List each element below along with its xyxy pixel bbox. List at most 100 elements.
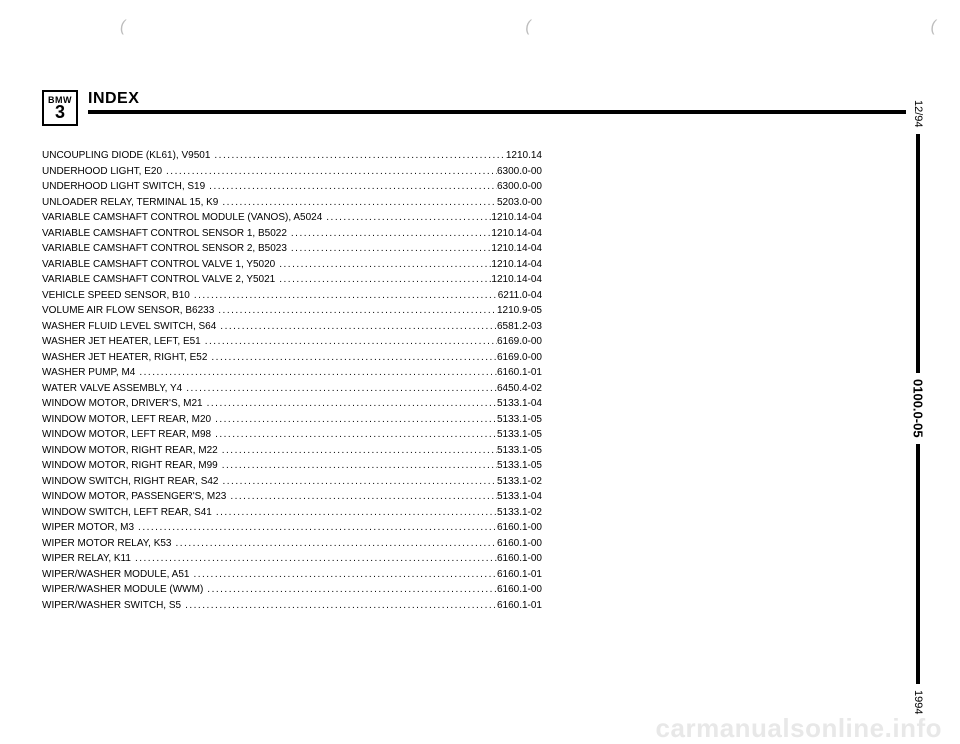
header-rule (88, 110, 906, 114)
index-entry-dots (322, 210, 491, 226)
index-entry-label: WATER VALVE ASSEMBLY, Y4 (42, 381, 182, 397)
index-entry: WIPER MOTOR RELAY, K53 6160.1-00 (42, 536, 542, 552)
index-entry: VARIABLE CAMSHAFT CONTROL VALVE 2, Y5021… (42, 272, 542, 288)
index-entry-page: 1210.14-04 (491, 257, 542, 273)
index-entry-dots (214, 303, 497, 319)
index-entry-label: VARIABLE CAMSHAFT CONTROL MODULE (VANOS)… (42, 210, 322, 226)
index-entry-dots (210, 148, 505, 164)
index-entry-dots (203, 396, 497, 412)
side-date: 12/94 (912, 100, 924, 128)
badge-series: 3 (55, 103, 65, 121)
index-entry: VOLUME AIR FLOW SENSOR, B6233 1210.9-05 (42, 303, 542, 319)
index-entry-dots (171, 536, 496, 552)
index-entry-page: 1210.9-05 (497, 303, 542, 319)
index-entry-label: VARIABLE CAMSHAFT CONTROL VALVE 2, Y5021 (42, 272, 275, 288)
index-entry-page: 5133.1-02 (497, 505, 542, 521)
index-entry-page: 1210.14-04 (491, 210, 542, 226)
index-entry-page: 5203.0-00 (497, 195, 542, 211)
index-entry-label: UNDERHOOD LIGHT, E20 (42, 164, 162, 180)
index-entry-label: UNLOADER RELAY, TERMINAL 15, K9 (42, 195, 218, 211)
index-entry-label: VEHICLE SPEED SENSOR, B10 (42, 288, 190, 304)
index-entry: WINDOW MOTOR, PASSENGER'S, M23 5133.1-04 (42, 489, 542, 505)
index-entry-label: VARIABLE CAMSHAFT CONTROL VALVE 1, Y5020 (42, 257, 275, 273)
index-entry-dots (287, 226, 492, 242)
index-entry-label: WIPER/WASHER MODULE, A51 (42, 567, 189, 583)
index-entry-page: 6169.0-00 (497, 350, 542, 366)
index-entry-page: 6169.0-00 (497, 334, 542, 350)
index-entry-label: WIPER MOTOR RELAY, K53 (42, 536, 171, 552)
index-entry-dots (181, 598, 497, 614)
index-entry-dots (275, 257, 491, 273)
header-row: BMW 3 INDEX (42, 90, 920, 126)
index-entry-label: VARIABLE CAMSHAFT CONTROL SENSOR 2, B502… (42, 241, 287, 257)
index-entry-dots (207, 350, 497, 366)
index-entry-dots (134, 520, 497, 536)
index-entry-dots (189, 567, 497, 583)
index-entry: WASHER JET HEATER, LEFT, E51 6169.0-00 (42, 334, 542, 350)
index-entry: WIPER MOTOR, M3 6160.1-00 (42, 520, 542, 536)
index-entry-page: 6160.1-00 (497, 536, 542, 552)
side-section: 0100.0-05 (911, 379, 926, 438)
index-entry-label: WINDOW SWITCH, RIGHT REAR, S42 (42, 474, 219, 490)
index-entry-page: 1210.14-04 (491, 226, 542, 242)
index-entry-label: WIPER MOTOR, M3 (42, 520, 134, 536)
index-entry: WIPER/WASHER MODULE, A51 6160.1-01 (42, 567, 542, 583)
side-year: 1994 (912, 690, 924, 714)
index-entry-page: 5133.1-05 (497, 427, 542, 443)
index-entry-label: UNDERHOOD LIGHT SWITCH, S19 (42, 179, 205, 195)
index-entry-dots (190, 288, 498, 304)
watermark: carmanualsonline.info (0, 713, 960, 744)
index-entry-label: WASHER JET HEATER, RIGHT, E52 (42, 350, 207, 366)
index-entry-label: WASHER JET HEATER, LEFT, E51 (42, 334, 201, 350)
index-entry-dots (211, 412, 497, 428)
index-entry: WIPER/WASHER SWITCH, S56160.1-01 (42, 598, 542, 614)
index-entry-dots (275, 272, 491, 288)
index-entry-label: VOLUME AIR FLOW SENSOR, B6233 (42, 303, 214, 319)
index-entry-dots (182, 381, 497, 397)
index-entry-dots (219, 474, 497, 490)
index-entry-page: 6160.1-01 (497, 567, 542, 583)
index-entry-page: 5133.1-05 (497, 412, 542, 428)
index-entry: WASHER PUMP, M46160.1-01 (42, 365, 542, 381)
index-entry-page: 5133.1-04 (497, 396, 542, 412)
index-entry-dots (218, 458, 497, 474)
page-content: BMW 3 INDEX UNCOUPLING DIODE (KL61), V95… (42, 90, 920, 704)
index-list: UNCOUPLING DIODE (KL61), V95011210.14UND… (42, 148, 542, 613)
index-entry: WINDOW MOTOR, LEFT REAR, M98 5133.1-05 (42, 427, 542, 443)
bmw-badge: BMW 3 (42, 90, 78, 126)
index-entry-dots (201, 334, 497, 350)
index-entry-dots (218, 443, 497, 459)
index-entry: WIPER/WASHER MODULE (WWM)6160.1-00 (42, 582, 542, 598)
index-entry-label: WINDOW MOTOR, PASSENGER'S, M23 (42, 489, 226, 505)
index-entry-page: 1210.14-04 (491, 241, 542, 257)
index-entry-label: WINDOW MOTOR, RIGHT REAR, M22 (42, 443, 218, 459)
side-line-1 (916, 134, 920, 374)
index-entry-page: 5133.1-05 (497, 443, 542, 459)
index-entry-page: 6450.4-02 (497, 381, 542, 397)
page-title: INDEX (88, 90, 920, 108)
index-entry-label: WINDOW MOTOR, LEFT REAR, M98 (42, 427, 211, 443)
index-entry-label: UNCOUPLING DIODE (KL61), V9501 (42, 148, 210, 164)
index-entry-dots (211, 427, 497, 443)
index-entry: WINDOW SWITCH, RIGHT REAR, S425133.1-02 (42, 474, 542, 490)
index-entry: VARIABLE CAMSHAFT CONTROL SENSOR 1, B502… (42, 226, 542, 242)
index-entry-page: 6160.1-00 (497, 520, 542, 536)
index-entry: UNDERHOOD LIGHT, E206300.0-00 (42, 164, 542, 180)
index-entry: VARIABLE CAMSHAFT CONTROL VALVE 1, Y5020… (42, 257, 542, 273)
index-entry-dots (216, 319, 497, 335)
index-entry: VARIABLE CAMSHAFT CONTROL MODULE (VANOS)… (42, 210, 542, 226)
index-entry-dots (162, 164, 497, 180)
index-entry-label: WASHER FLUID LEVEL SWITCH, S64 (42, 319, 216, 335)
index-entry-dots (212, 505, 497, 521)
index-entry-page: 6581.2-03 (497, 319, 542, 335)
index-entry: WINDOW MOTOR, DRIVER'S, M215133.1-04 (42, 396, 542, 412)
index-entry: UNCOUPLING DIODE (KL61), V95011210.14 (42, 148, 542, 164)
index-entry-label: VARIABLE CAMSHAFT CONTROL SENSOR 1, B502… (42, 226, 287, 242)
index-entry-page: 5133.1-04 (497, 489, 542, 505)
index-entry-dots (131, 551, 497, 567)
side-rail: 12/94 0100.0-05 1994 (888, 100, 948, 714)
index-entry: UNLOADER RELAY, TERMINAL 15, K9 5203.0-00 (42, 195, 542, 211)
index-entry-page: 6160.1-00 (497, 582, 542, 598)
index-entry-page: 5133.1-05 (497, 458, 542, 474)
index-entry: UNDERHOOD LIGHT SWITCH, S196300.0-00 (42, 179, 542, 195)
